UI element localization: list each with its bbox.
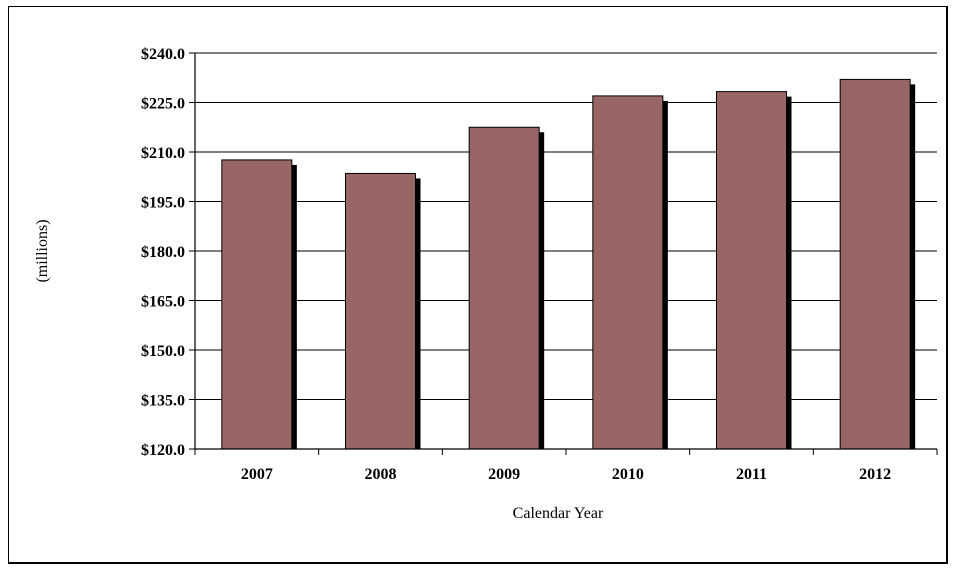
bar-2007: [221, 159, 293, 450]
x-tick-label: 2011: [736, 466, 767, 483]
x-tick-label: 2007: [241, 466, 273, 483]
axes: [189, 52, 938, 455]
y-tick-label: $165.0: [141, 294, 185, 311]
x-tick-label: 2008: [365, 466, 397, 483]
bars: [221, 78, 916, 450]
gridlines: [195, 52, 937, 400]
y-tick-label: $225.0: [141, 96, 185, 113]
bar-2009: [468, 126, 540, 450]
x-tick-label: 2009: [488, 466, 520, 483]
y-tick-label: $180.0: [141, 244, 185, 261]
y-tick-label: $135.0: [141, 393, 185, 410]
bar-2010: [592, 95, 664, 450]
y-tick-label: $195.0: [141, 195, 185, 212]
x-tick-label: 2010: [612, 466, 644, 483]
x-tick-label: 2012: [859, 466, 891, 483]
x-axis-label: Calendar Year: [513, 505, 604, 522]
y-axis-label: (millions): [34, 219, 51, 282]
y-tick-label: $240.0: [141, 46, 185, 63]
bar-2008: [345, 172, 416, 450]
bar-2012: [839, 78, 911, 450]
tick-labels: $120.0 $135.0 $150.0 $165.0 $180.0 $195.0 $210…: [141, 46, 891, 483]
y-tick-label: $210.0: [141, 145, 185, 162]
y-tick-label: $120.0: [141, 442, 185, 459]
y-tick-label: $150.0: [141, 343, 185, 360]
bar-2011: [716, 91, 787, 450]
